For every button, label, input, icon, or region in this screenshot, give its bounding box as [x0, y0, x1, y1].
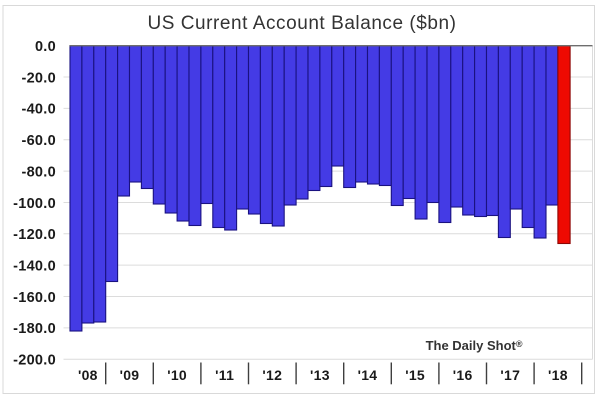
- svg-text:'10: '10: [167, 367, 187, 383]
- svg-text:'09: '09: [120, 367, 140, 383]
- svg-text:'18: '18: [548, 367, 568, 383]
- svg-text:'17: '17: [500, 367, 520, 383]
- svg-text:The Daily Shot®: The Daily Shot®: [426, 338, 523, 353]
- svg-text:-60.0: -60.0: [21, 133, 56, 149]
- svg-text:-160.0: -160.0: [13, 290, 56, 306]
- svg-text:'14: '14: [358, 367, 378, 383]
- svg-text:-100.0: -100.0: [13, 196, 56, 212]
- svg-text:'13: '13: [310, 367, 330, 383]
- svg-text:-140.0: -140.0: [13, 258, 56, 274]
- svg-text:'11: '11: [215, 367, 234, 383]
- svg-text:0.0: 0.0: [35, 39, 56, 55]
- svg-text:-20.0: -20.0: [21, 70, 56, 86]
- svg-text:'16: '16: [453, 367, 473, 383]
- svg-text:'15: '15: [405, 367, 425, 383]
- svg-text:-40.0: -40.0: [21, 102, 56, 118]
- svg-text:-180.0: -180.0: [13, 321, 56, 337]
- svg-text:'12: '12: [262, 367, 282, 383]
- svg-text:-80.0: -80.0: [21, 164, 56, 180]
- svg-text:'08: '08: [78, 367, 98, 383]
- svg-text:US Current Account Balance ($b: US Current Account Balance ($bn): [147, 13, 456, 34]
- svg-text:-120.0: -120.0: [13, 227, 56, 243]
- svg-text:-200.0: -200.0: [13, 353, 56, 369]
